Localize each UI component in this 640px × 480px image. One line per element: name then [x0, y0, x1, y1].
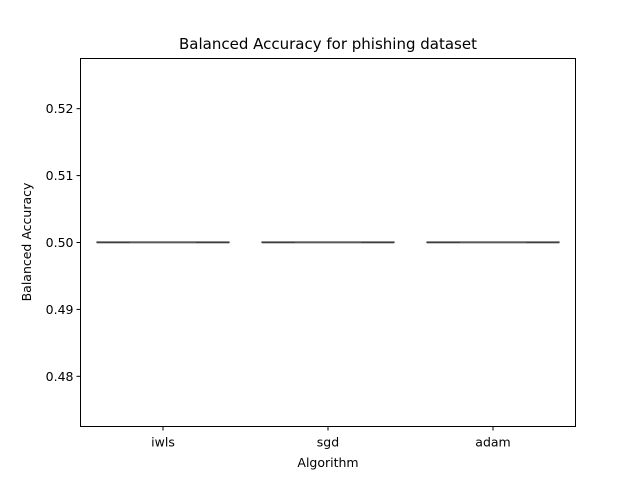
y-tick-label: 0.52 — [46, 101, 74, 116]
x-axis: iwls sgd adam — [151, 426, 511, 450]
y-tick-label: 0.50 — [46, 235, 74, 250]
y-tick-label: 0.48 — [46, 369, 74, 384]
x-tick-label: adam — [475, 435, 510, 450]
x-tick-label: iwls — [151, 435, 175, 450]
chart-title: Balanced Accuracy for phishing dataset — [179, 35, 477, 53]
y-tick-label: 0.49 — [46, 302, 74, 317]
y-tick-label: 0.51 — [46, 168, 74, 183]
boxes-group — [96, 241, 560, 244]
x-tick-label: sgd — [317, 435, 339, 450]
y-axis: 0.48 0.49 0.50 0.51 0.52 — [46, 101, 81, 384]
y-axis-label: Balanced Accuracy — [19, 182, 34, 301]
x-axis-label: Algorithm — [297, 455, 358, 470]
